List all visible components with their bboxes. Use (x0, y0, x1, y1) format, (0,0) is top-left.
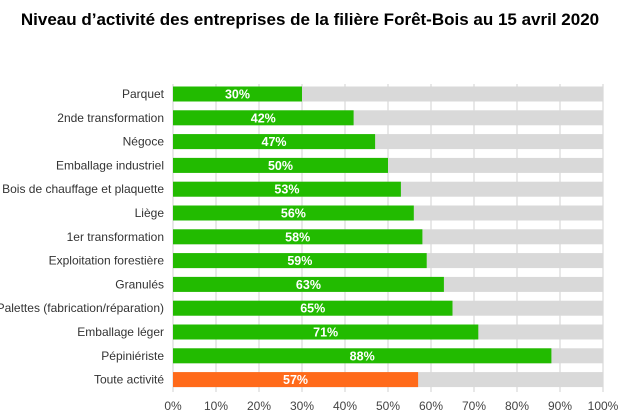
bar-palettes-fabrication-reparation (173, 300, 453, 316)
bar-bois-de-chauffage-et-plaquette (173, 181, 401, 197)
x-tick-label-8: 80% (505, 399, 529, 413)
category-label-emballage-industriel: Emballage industriel (56, 158, 164, 172)
bar-1er-transformation (173, 229, 423, 245)
bar-negoce (173, 134, 376, 150)
x-axis-ticks: 0% 10% 20% 30% 40% 50% 60% 70% 80% 90% 100% (164, 399, 618, 413)
data-label-negoce: 47% (262, 135, 287, 149)
data-label-1er-transformation: 58% (285, 230, 310, 244)
data-label-parquet: 30% (225, 88, 250, 102)
bar-emballage-industriel (173, 157, 388, 173)
bar-liege (173, 205, 414, 221)
x-tick-label-1: 10% (204, 399, 228, 413)
data-label-toute-activite: 57% (283, 373, 308, 387)
x-tick-label-10: 100% (588, 399, 619, 413)
category-label-negoce: Négoce (123, 135, 165, 149)
category-label-parquet: Parquet (122, 87, 165, 101)
bar-emballage-leger (173, 324, 479, 340)
bar-granules (173, 276, 444, 292)
x-tick-label-4: 40% (333, 399, 357, 413)
category-label-granules: Granulés (115, 277, 164, 291)
x-tick-label-6: 60% (419, 399, 443, 413)
category-label-palettes-fabrication-reparation: Palettes (fabrication/réparation) (0, 301, 164, 315)
category-label-toute-activite: Toute activité (94, 373, 164, 387)
x-tick-label-2: 20% (247, 399, 271, 413)
data-label-pepinieriste: 88% (350, 349, 375, 363)
category-label-emballage-leger: Emballage léger (77, 325, 164, 339)
bar-pepinieriste (173, 348, 552, 364)
bar-2nde-transformation (173, 110, 354, 126)
data-labels: 30%42% 47% 50% 53% 56% 58% 59% 63% 65% 71% 88% 57% (225, 88, 375, 388)
x-tick-label-3: 30% (290, 399, 314, 413)
category-label-1er-transformation: 1er transformation (67, 230, 164, 244)
category-label-pepinieriste: Pépiniériste (101, 349, 164, 363)
category-labels: Parquet 2nde transformation Négoce Emballag… (0, 87, 165, 387)
chart-title: Niveau d’activité des entreprises de la … (20, 10, 600, 29)
x-tick-label-9: 90% (548, 399, 572, 413)
data-label-2nde-transformation: 42% (251, 111, 276, 125)
category-label-liege: Liège (135, 206, 165, 220)
data-label-emballage-industriel: 50% (268, 159, 293, 173)
data-label-bois-de-chauffage-et-plaquette: 53% (274, 183, 299, 197)
category-label-bois-de-chauffage-et-plaquette: Bois de chauffage et plaquette (2, 182, 164, 196)
x-tick-label-5: 50% (376, 399, 400, 413)
data-label-granules: 63% (296, 278, 321, 292)
value-bars (173, 86, 552, 388)
x-tick-label-7: 70% (462, 399, 486, 413)
data-label-liege: 56% (281, 207, 306, 221)
bar-parquet (173, 86, 302, 102)
data-label-emballage-leger: 71% (313, 326, 338, 340)
category-label-exploitation-forestiere: Exploitation forestière (49, 254, 165, 268)
bar-toute-activite (173, 372, 419, 388)
category-label-2nde-transformation: 2nde transformation (57, 111, 164, 125)
data-label-exploitation-forestiere: 59% (287, 254, 312, 268)
x-tick-label-0: 0% (164, 399, 182, 413)
bar-exploitation-forestiere (173, 253, 427, 269)
data-label-palettes-fabrication-reparation: 65% (300, 302, 325, 316)
